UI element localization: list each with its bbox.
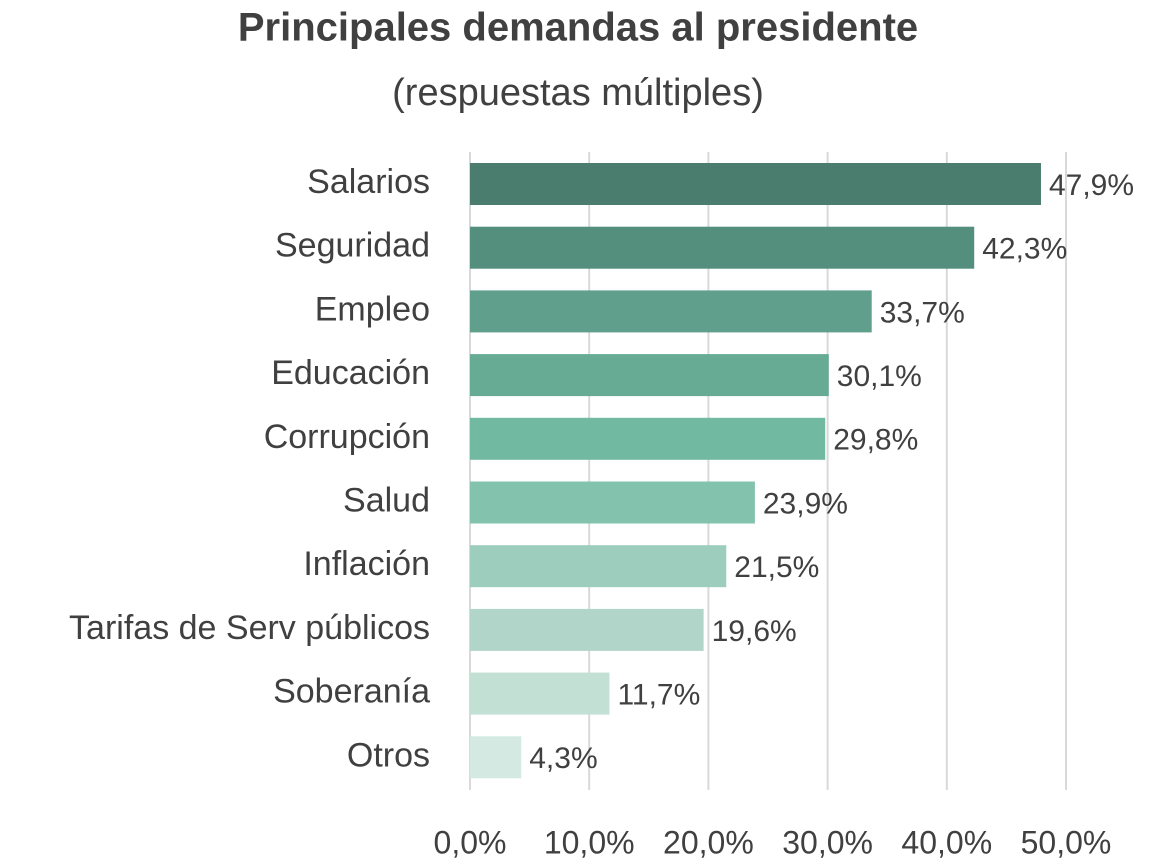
y-tick-label: Salud	[343, 481, 430, 519]
bar	[470, 226, 975, 269]
y-tick-label: Educación	[271, 354, 430, 392]
chart-subtitle: (respuestas múltiples)	[392, 72, 764, 114]
data-label: 33,7%	[880, 296, 965, 329]
x-tick-label: 50,0%	[1021, 824, 1112, 860]
chart-title: Principales demandas al presidente	[238, 6, 918, 50]
y-tick-label: Seguridad	[275, 227, 430, 265]
y-tick-label: Tarifas de Serv públicos	[69, 609, 430, 647]
y-tick-label: Soberanía	[273, 673, 430, 711]
data-label: 4,3%	[529, 742, 597, 775]
y-tick-label: Otros	[347, 736, 430, 774]
data-label: 19,6%	[712, 615, 797, 648]
bar	[470, 672, 610, 715]
x-tick-label: 30,0%	[782, 824, 873, 860]
bar	[470, 417, 826, 460]
x-tick-label: 20,0%	[663, 824, 754, 860]
data-label: 47,9%	[1049, 169, 1134, 202]
bar	[470, 290, 872, 333]
data-label: 23,9%	[763, 487, 848, 520]
bar	[470, 608, 704, 651]
bar	[470, 545, 727, 588]
data-label: 42,3%	[982, 233, 1067, 266]
data-label: 21,5%	[734, 551, 819, 584]
y-tick-label: Empleo	[315, 290, 430, 328]
y-tick-label: Salarios	[307, 163, 430, 201]
bar	[470, 354, 829, 397]
x-tick-label: 10,0%	[544, 824, 635, 860]
data-label: 30,1%	[837, 360, 922, 393]
bar	[470, 481, 755, 524]
bar	[470, 163, 1041, 205]
bar	[470, 736, 522, 779]
data-label: 11,7%	[617, 679, 700, 712]
data-label: 29,8%	[833, 424, 918, 457]
x-tick-label: 0,0%	[434, 824, 507, 860]
y-tick-label: Inflación	[303, 545, 430, 583]
x-tick-label: 40,0%	[901, 824, 992, 860]
y-tick-label: Corrupción	[264, 418, 430, 456]
